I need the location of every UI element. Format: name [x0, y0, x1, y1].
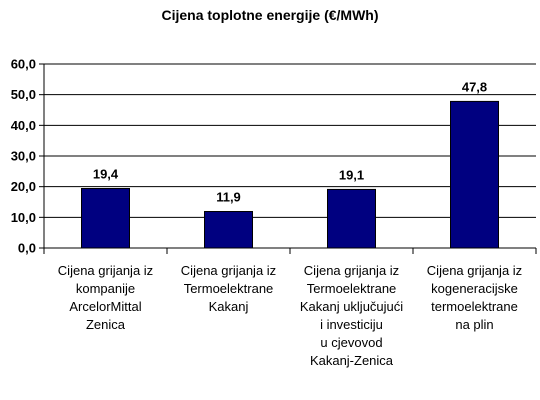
y-tick-label: 20,0 [11, 179, 36, 194]
bar [204, 211, 253, 249]
y-tick-label: 30,0 [11, 149, 36, 164]
y-tick-label: 60,0 [11, 57, 36, 72]
category-label: Cijena grijanja iz kompanije ArcelorMitt… [57, 263, 154, 332]
data-label: 19,1 [339, 167, 364, 182]
bar [81, 188, 130, 249]
data-label: 47,8 [462, 79, 487, 94]
chart-title: Cijena toplotne energije (€/MWh) [161, 7, 379, 23]
bar [450, 100, 499, 249]
y-tick-label: 40,0 [11, 118, 36, 133]
category-label: Cijena grijanja iz kogeneracijske termoe… [426, 263, 523, 332]
data-label: 19,4 [93, 167, 119, 182]
y-tick-label: 50,0 [11, 87, 36, 102]
data-label: 11,9 [216, 190, 241, 205]
y-tick-label: 10,0 [11, 210, 36, 225]
y-tick-label: 0,0 [18, 241, 36, 256]
category-label: Cijena grijanja iz Termoelektrane Kakanj [180, 263, 277, 314]
bar [327, 188, 376, 249]
category-label: Cijena grijanja iz Termoelektrane Kakanj… [299, 263, 404, 368]
